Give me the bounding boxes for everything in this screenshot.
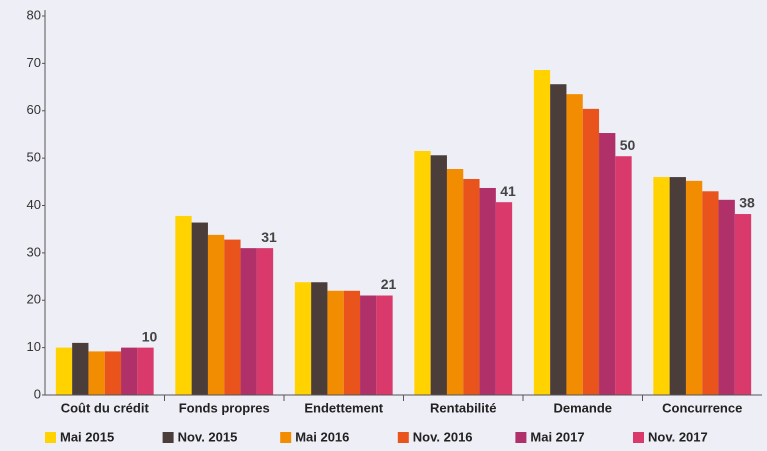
x-tick-label: Demande — [553, 400, 612, 415]
x-tick-label: Coût du crédit — [61, 400, 150, 415]
x-tick-label: Fonds propres — [179, 400, 270, 415]
bar — [240, 248, 257, 395]
y-tick-label: 40 — [27, 197, 41, 212]
bar — [495, 202, 513, 395]
bar — [550, 84, 567, 395]
bar — [463, 178, 480, 395]
bar — [479, 187, 496, 395]
bar — [256, 248, 274, 395]
legend-swatch — [515, 432, 527, 443]
bar — [88, 351, 105, 395]
y-tick-label: 60 — [27, 102, 41, 117]
bar — [669, 177, 686, 395]
bar — [446, 169, 464, 395]
bar — [685, 180, 703, 395]
bar — [311, 282, 328, 395]
bar — [582, 108, 600, 395]
bar — [702, 191, 719, 395]
bar — [653, 177, 670, 395]
legend-label: Nov. 2017 — [648, 429, 708, 444]
bar — [121, 347, 138, 395]
legend-label: Mai 2016 — [295, 429, 349, 444]
bar — [294, 282, 312, 395]
bar — [430, 155, 447, 395]
bar — [327, 290, 344, 395]
legend-label: Mai 2015 — [60, 429, 114, 444]
value-label: 10 — [142, 328, 158, 344]
legend-label: Mai 2017 — [530, 429, 584, 444]
bar — [718, 199, 735, 395]
value-label: 41 — [500, 183, 516, 199]
x-tick-label: Concurrence — [662, 400, 742, 415]
y-tick-label: 80 — [27, 7, 41, 22]
bar — [104, 351, 122, 395]
bar — [343, 290, 361, 395]
x-tick-label: Rentabilité — [430, 400, 496, 415]
legend-swatch — [45, 432, 56, 443]
x-tick-label: Endettement — [304, 400, 383, 415]
bar — [533, 70, 551, 395]
bar — [360, 295, 377, 395]
value-label: 50 — [620, 137, 636, 153]
bar — [566, 94, 583, 395]
legend-label: Nov. 2016 — [413, 429, 473, 444]
y-tick-label: 70 — [27, 55, 41, 70]
bar — [137, 347, 154, 395]
bar — [734, 214, 752, 395]
legend-swatch — [162, 432, 174, 443]
value-label: 31 — [261, 229, 277, 245]
legend-label: Nov. 2015 — [178, 429, 238, 444]
value-label: 38 — [739, 195, 755, 211]
bar — [72, 342, 89, 395]
y-tick-label: 0 — [34, 386, 41, 401]
bar — [175, 215, 192, 395]
legend-swatch — [633, 432, 644, 443]
bar — [414, 151, 431, 395]
bar — [55, 347, 73, 395]
legend-swatch — [397, 432, 409, 443]
bar — [615, 156, 632, 395]
value-label: 21 — [381, 276, 397, 292]
legend-swatch — [280, 432, 292, 443]
bar — [191, 222, 208, 395]
y-tick-label: 50 — [27, 150, 41, 165]
y-tick-label: 20 — [27, 292, 41, 307]
bar — [224, 239, 241, 395]
bar — [376, 295, 393, 395]
bar — [207, 234, 225, 395]
y-tick-label: 10 — [27, 339, 41, 354]
y-tick-label: 30 — [27, 244, 41, 259]
bar — [599, 133, 616, 396]
